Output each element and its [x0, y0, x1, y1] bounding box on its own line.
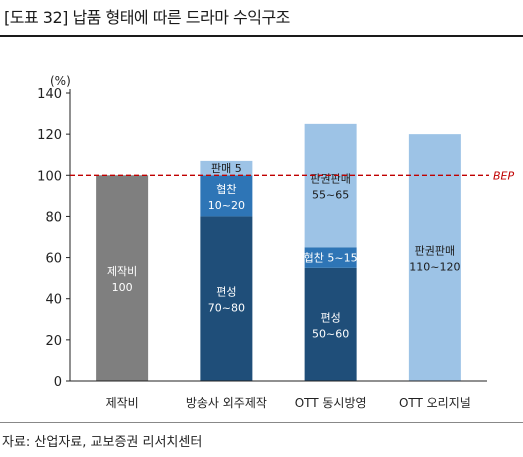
bar-segment [200, 216, 253, 381]
y-tick-label: 60 [45, 252, 62, 267]
segment-value-label: 100 [112, 281, 133, 294]
segment-label: 판권판매 [415, 245, 455, 258]
segment-value-label: 70~80 [208, 302, 245, 315]
segment-value-label: 110~120 [409, 261, 460, 274]
chart-title: [도표 32] 납품 형태에 따른 드라마 수익구조 [4, 8, 290, 27]
segment-label: 협찬 [216, 182, 236, 196]
segment-label: 편성 [321, 311, 341, 324]
y-tick-label: 40 [45, 293, 62, 308]
source-note: 자료: 산업자료, 교보증권 리서치센터 [2, 435, 203, 450]
bar-segment [96, 175, 149, 381]
bar-segment [304, 267, 357, 381]
bar-segment [200, 160, 253, 176]
source-divider [0, 422, 523, 423]
x-category-label: 방송사 외주제작 [186, 396, 267, 410]
segment-label: 판매 5 [211, 162, 242, 175]
bar-segment [304, 247, 357, 268]
bar-segment [304, 123, 357, 248]
y-unit-label: (%) [50, 74, 71, 88]
y-tick-label: 140 [37, 87, 62, 102]
title-divider [0, 35, 523, 37]
segment-label: 협찬 5~15 [304, 251, 358, 265]
bep-label: BEP [493, 169, 514, 182]
bar-segment [200, 175, 253, 217]
segment-value-label: 50~60 [312, 327, 349, 340]
y-tick-label: 120 [37, 128, 62, 143]
segment-label: 편성 [216, 286, 236, 299]
y-tick-label: 100 [37, 169, 62, 184]
y-tick-label: 80 [45, 210, 62, 225]
segment-value-label: 10~20 [208, 199, 245, 212]
y-tick-label: 20 [45, 334, 62, 349]
segment-label: 판권판매 [310, 173, 350, 186]
x-category-label: OTT 오리지널 [399, 396, 471, 410]
segment-label: 제작비 [107, 265, 137, 278]
x-category-label: OTT 동시방영 [295, 396, 367, 410]
y-tick-label: 0 [54, 375, 62, 390]
chart: 020406080100120140(%)제작비100제작비편성70~80협찬1… [37, 74, 514, 410]
x-category-label: 제작비 [106, 396, 139, 410]
segment-value-label: 55~65 [312, 189, 349, 202]
